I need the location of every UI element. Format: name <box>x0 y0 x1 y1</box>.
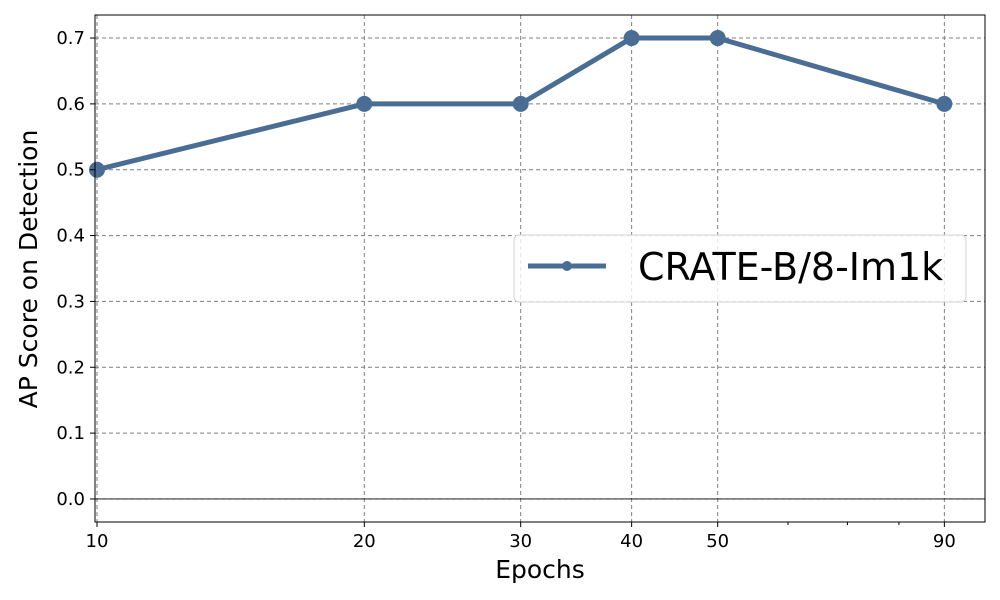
y-tick-label: 0.4 <box>56 226 85 247</box>
x-tick-label: 50 <box>706 531 729 552</box>
y-tick-label: 0.1 <box>56 423 85 444</box>
x-axis-label: Epochs <box>495 555 585 584</box>
y-tick-label: 0.3 <box>56 291 85 312</box>
legend-marker-swatch <box>562 261 572 271</box>
y-tick-label: 0.6 <box>56 94 85 115</box>
legend-label: CRATE-B/8-Im1k <box>638 245 943 289</box>
data-point <box>89 161 105 178</box>
y-tick-label: 0.7 <box>56 28 85 49</box>
plot-frame <box>94 14 986 523</box>
data-point <box>356 95 373 112</box>
y-tick-label: 0.0 <box>56 489 85 510</box>
data-point <box>512 95 529 112</box>
y-tick-label: 0.2 <box>56 357 85 378</box>
data-point <box>709 30 726 47</box>
x-tick-label: 20 <box>353 531 376 552</box>
x-tick-label: 10 <box>86 531 109 552</box>
legend-box <box>513 234 967 303</box>
y-tick-label: 0.5 <box>56 160 85 181</box>
x-tick-label: 40 <box>620 531 643 552</box>
series-group <box>89 30 953 178</box>
legend: CRATE-B/8-Im1k <box>513 234 967 303</box>
y-axis-label: AP Score on Detection <box>14 130 43 409</box>
data-point <box>936 95 953 112</box>
y-ticks: 0.0 0.1 0.2 0.3 0.4 0.5 0.6 0.7 <box>56 28 95 510</box>
data-point <box>623 30 640 47</box>
series-line <box>96 35 946 173</box>
x-ticks: 10 20 30 40 50 90 <box>86 522 956 552</box>
x-tick-label: 90 <box>933 531 956 552</box>
x-tick-label: 30 <box>509 531 532 552</box>
